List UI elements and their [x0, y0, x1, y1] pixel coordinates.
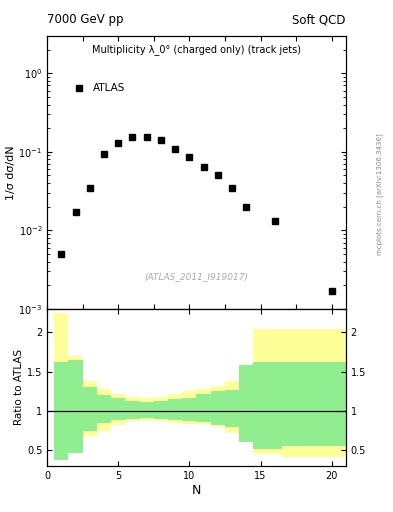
Bar: [253, 362, 282, 449]
Bar: [83, 381, 97, 436]
ATLAS: [173, 145, 178, 152]
ATLAS: [144, 134, 149, 140]
Y-axis label: 1/σ dσ/dN: 1/σ dσ/dN: [6, 145, 16, 200]
ATLAS: [116, 140, 121, 146]
Bar: [97, 389, 111, 431]
Bar: [68, 360, 83, 453]
ATLAS: [215, 173, 220, 179]
Bar: [182, 398, 196, 421]
Text: Soft QCD: Soft QCD: [292, 13, 346, 26]
Bar: [196, 389, 211, 424]
Bar: [83, 388, 97, 431]
ATLAS: [88, 185, 92, 191]
ATLAS: [59, 251, 64, 257]
Text: 7000 GeV pp: 7000 GeV pp: [47, 13, 124, 26]
Bar: [140, 401, 154, 418]
Bar: [168, 399, 182, 420]
Bar: [211, 386, 225, 428]
Bar: [211, 391, 225, 425]
ATLAS: [102, 151, 107, 157]
Bar: [196, 394, 211, 422]
Bar: [111, 394, 125, 425]
Legend: ATLAS: ATLAS: [64, 79, 129, 98]
Bar: [282, 329, 346, 457]
Bar: [239, 383, 253, 441]
Text: (ATLAS_2011_I919017): (ATLAS_2011_I919017): [145, 272, 248, 281]
Y-axis label: Ratio to ATLAS: Ratio to ATLAS: [14, 349, 24, 425]
Bar: [125, 401, 140, 419]
Bar: [253, 329, 282, 454]
Text: mcplots.cern.ch [arXiv:1306.3436]: mcplots.cern.ch [arXiv:1306.3436]: [376, 134, 383, 255]
Bar: [182, 391, 196, 423]
ATLAS: [130, 134, 135, 140]
ATLAS: [272, 219, 277, 225]
ATLAS: [329, 288, 334, 294]
ATLAS: [159, 137, 163, 143]
Bar: [168, 394, 182, 423]
Bar: [97, 395, 111, 423]
ATLAS: [73, 209, 78, 216]
Bar: [225, 381, 239, 433]
Bar: [239, 366, 253, 442]
Bar: [154, 401, 168, 419]
Bar: [225, 390, 239, 426]
Line: ATLAS: ATLAS: [59, 134, 334, 293]
Bar: [54, 362, 68, 460]
Bar: [54, 313, 68, 458]
Bar: [140, 398, 154, 420]
Bar: [125, 397, 140, 421]
ATLAS: [230, 185, 234, 191]
ATLAS: [244, 204, 249, 210]
X-axis label: N: N: [192, 483, 201, 497]
Bar: [282, 362, 346, 446]
Text: Multiplicity λ_0° (charged only) (track jets): Multiplicity λ_0° (charged only) (track …: [92, 44, 301, 55]
Bar: [154, 397, 168, 421]
ATLAS: [187, 154, 192, 160]
Bar: [68, 356, 83, 453]
Bar: [111, 398, 125, 420]
ATLAS: [201, 163, 206, 169]
